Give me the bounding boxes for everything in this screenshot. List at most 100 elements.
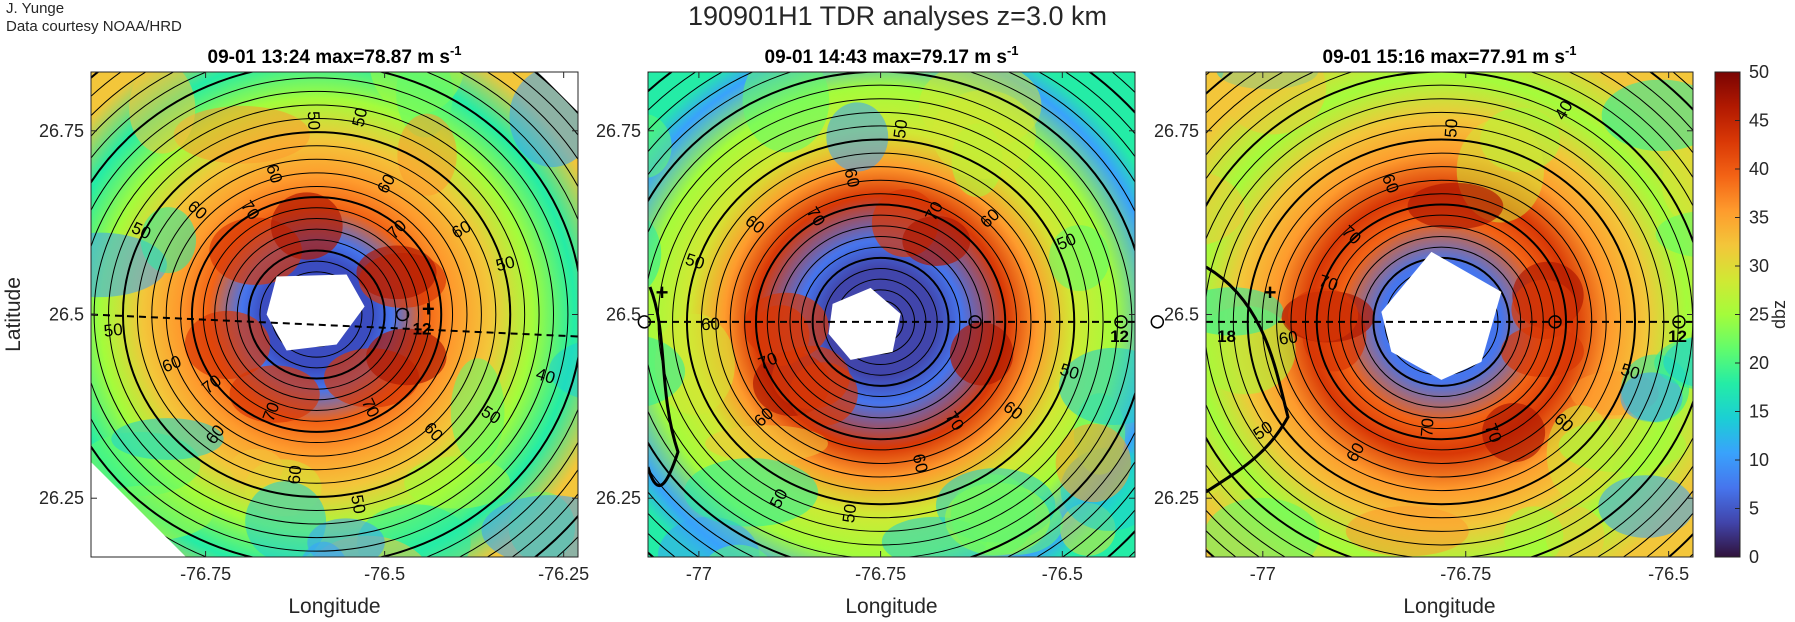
- x-tick-label: -76.5: [1648, 564, 1689, 584]
- reflectivity-patch: [1661, 141, 1693, 226]
- cross-section-number: 12: [1110, 327, 1129, 346]
- center-marker: +: [422, 297, 435, 322]
- eyewall-patch: [789, 362, 858, 426]
- reflectivity-patch: [742, 72, 830, 153]
- reflectivity-patch: [1601, 79, 1693, 152]
- rmw-marker: [1672, 315, 1686, 329]
- contour-label: 50: [1058, 360, 1082, 384]
- wind-contour: [214, 217, 420, 412]
- rmw-marker: [395, 307, 410, 322]
- figure-title: 190901H1 TDR analyses z=3.0 km: [688, 1, 1107, 31]
- rmw-marker: [637, 315, 652, 329]
- wind-contour: [190, 196, 443, 433]
- eyewall-patch: [1511, 279, 1577, 339]
- y-tick-label: 26.75: [1154, 121, 1199, 141]
- eyewall-patch: [1288, 288, 1359, 342]
- colorbar-tick-label: 20: [1749, 353, 1769, 373]
- x-tick-label: -76.5: [364, 564, 405, 584]
- x-tick-label: -76.75: [1440, 564, 1491, 584]
- contour-label: 50: [1441, 118, 1461, 138]
- cross-section-number: 12: [413, 320, 432, 339]
- contour-label: 40: [534, 364, 558, 388]
- coastline: [1206, 265, 1290, 494]
- reflectivity-patch: [932, 90, 1036, 179]
- y-tick-label: 26.5: [606, 305, 641, 325]
- wind-contour: [121, 131, 512, 498]
- no-data-region: [91, 462, 186, 557]
- cross-section-number: 12: [1668, 327, 1687, 346]
- reflectivity-patch: [1315, 559, 1369, 622]
- reflectivity-patch: [1153, 376, 1203, 454]
- reflectivity-patch: [1345, 506, 1469, 557]
- contour-label: 50: [1618, 360, 1642, 384]
- contour-label: 70: [1317, 271, 1341, 295]
- reflectivity-patch: [450, 358, 505, 465]
- colorbar-tick-label: 0: [1749, 547, 1759, 567]
- wind-contour: [91, 77, 569, 552]
- reflectivity-patch: [111, 418, 224, 460]
- wind-contour: [754, 203, 1007, 441]
- rmw-marker: [1150, 315, 1165, 329]
- reflectivity-patch: [173, 105, 310, 164]
- contour-label: 50: [890, 118, 911, 139]
- reflectivity-patch: [826, 102, 889, 172]
- wind-contour: [225, 228, 408, 401]
- panel-title-unit-exponent: -1: [1565, 43, 1577, 58]
- reflectivity-patch: [950, 474, 1036, 556]
- x-axis-label: Longitude: [288, 595, 380, 618]
- reflectivity-patch: [1655, 211, 1693, 257]
- y-tick-label: 26.5: [1164, 305, 1199, 325]
- contour-label: 50: [683, 250, 707, 274]
- reflectivity-patch: [648, 114, 672, 178]
- x-tick-label: -76.75: [180, 564, 231, 584]
- reflectivity-patch: [549, 342, 578, 398]
- cross-section-number: 18: [1217, 327, 1236, 346]
- panel-title: 09-01 14:43 max=79.17 m s-1: [765, 43, 1019, 68]
- x-tick-label: -77: [1250, 564, 1276, 584]
- x-axis-label: Longitude: [1403, 595, 1495, 618]
- colorbar-tick-label: 35: [1749, 208, 1769, 228]
- panel-title-unit-exponent: -1: [1007, 43, 1019, 58]
- reflectivity-patch: [648, 219, 662, 288]
- panel-title-unit-exponent: -1: [450, 43, 462, 58]
- reflectivity-patch: [245, 481, 327, 557]
- contour-label: 60: [701, 314, 721, 334]
- y-tick-label: 26.75: [596, 121, 641, 141]
- reflectivity-patch: [1620, 372, 1683, 423]
- colorbar-tick-label: 40: [1749, 159, 1769, 179]
- colorbar-tick-label: 25: [1749, 305, 1769, 325]
- rmw-marker: [1548, 315, 1562, 329]
- contour-label: 50: [494, 252, 517, 275]
- wind-contour: [766, 214, 995, 430]
- eyewall-patch: [184, 310, 271, 380]
- wind-contour: [729, 179, 1032, 464]
- contour-label: 70: [1417, 417, 1437, 437]
- colorbar-label: dbz: [1769, 300, 1789, 329]
- wind-contour: [778, 225, 984, 419]
- eye-no-data: [266, 274, 365, 351]
- rmw-marker: [1114, 315, 1128, 329]
- reflectivity-patch: [1598, 475, 1693, 538]
- wind-contour: [259, 260, 374, 369]
- y-tick-label: 26.25: [39, 488, 84, 508]
- center-marker: +: [1264, 280, 1277, 305]
- panel-title: 09-01 15:16 max=77.91 m s-1: [1323, 43, 1577, 68]
- eyewall-patch: [270, 192, 343, 260]
- x-tick-label: -76.75: [855, 564, 906, 584]
- credit-author: J. Yunge: [6, 0, 65, 17]
- no-data-region: [538, 72, 578, 112]
- eyewall-patch: [743, 292, 829, 360]
- cross-section-line: [90, 313, 579, 338]
- reflectivity-patch: [404, 456, 511, 509]
- wind-contour: [180, 185, 454, 444]
- contour-label: 60: [285, 464, 306, 485]
- wind-contour: [247, 249, 386, 380]
- contour-label: 50: [304, 111, 324, 131]
- contour-label: 50: [347, 493, 369, 515]
- reflectivity-patch: [397, 113, 457, 196]
- y-tick-label: 26.75: [39, 121, 84, 141]
- reflectivity-patch: [230, 448, 284, 487]
